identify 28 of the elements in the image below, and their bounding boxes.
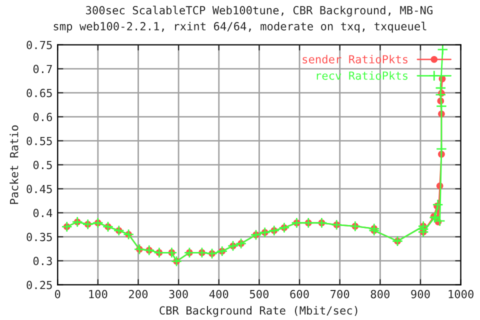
y-tick-label: 0.25 bbox=[26, 280, 52, 290]
y-tick-label: 0.75 bbox=[26, 40, 52, 50]
x-axis-title: CBR Background Rate (Mbit/sec) bbox=[160, 306, 358, 317]
x-tick-label: 400 bbox=[209, 290, 228, 298]
x-tick-label: 0 bbox=[54, 290, 60, 298]
x-tick-label: 800 bbox=[370, 290, 390, 298]
y-tick-label: 0.4 bbox=[33, 208, 52, 218]
x-tick-label: 100 bbox=[89, 290, 108, 298]
y-tick-label: 0.55 bbox=[26, 136, 52, 146]
y-tick-label: 0.35 bbox=[26, 232, 52, 242]
y-tick-label: 0.3 bbox=[33, 256, 52, 266]
y-tick-label: 0.5 bbox=[33, 160, 52, 170]
x-tick-label: 900 bbox=[411, 290, 430, 298]
legend-label: sender RatioPkts bbox=[302, 54, 408, 64]
x-tick-label: 300 bbox=[169, 290, 188, 298]
y-tick-label: 0.7 bbox=[33, 64, 52, 74]
x-tick-label: 700 bbox=[330, 290, 350, 298]
x-tick-label: 500 bbox=[250, 290, 269, 298]
x-tick-label: 1000 bbox=[448, 290, 474, 298]
x-tick-label: 200 bbox=[129, 290, 148, 298]
legend-label: recv RatioPkts bbox=[316, 71, 408, 80]
y-tick-label: 0.65 bbox=[26, 88, 52, 98]
y-tick-label: 0.45 bbox=[26, 184, 52, 194]
chart-title: 300sec ScalableTCP Web100tune, CBR Background, MB-NG bbox=[86, 6, 432, 17]
chart-subtitle: smp web100-2.2.1, rxint 64/64, moderate on txq, txqueuel bbox=[54, 22, 426, 33]
y-tick-label: 0.6 bbox=[33, 112, 52, 122]
x-tick-label: 600 bbox=[290, 290, 309, 298]
y-axis-title: Packet Ratio bbox=[10, 125, 18, 204]
